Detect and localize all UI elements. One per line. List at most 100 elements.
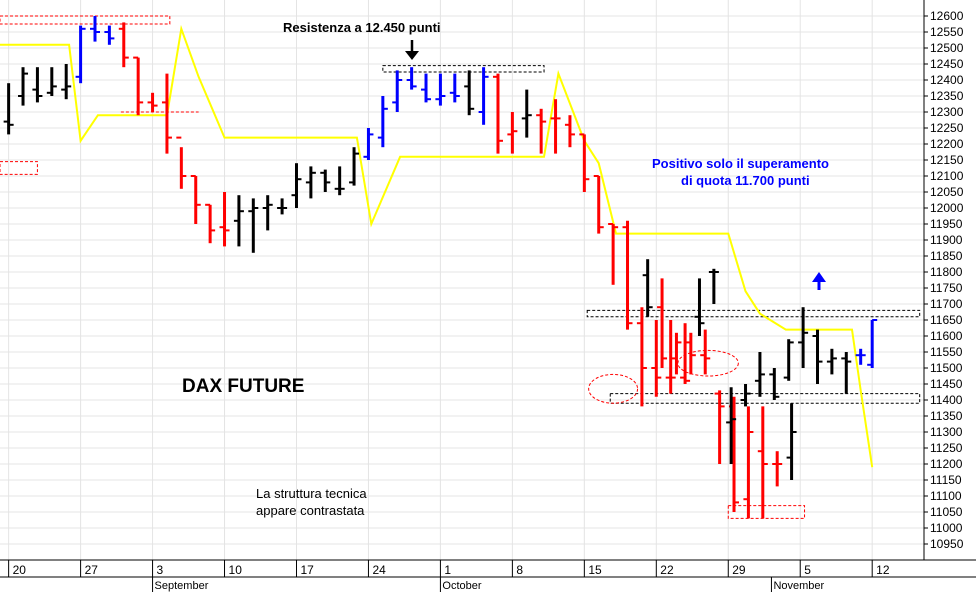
y-tick-label: 11100 — [930, 489, 962, 503]
zone-rect — [0, 15, 171, 25]
y-tick-label: 11450 — [930, 377, 963, 391]
positive-annotation-line2: di quota 11.700 punti — [681, 173, 810, 188]
ohlc-bar — [334, 166, 345, 196]
ohlc-bar — [685, 332, 696, 375]
ohlc-bar — [593, 175, 604, 234]
y-tick-label: 12200 — [930, 137, 964, 151]
y-tick-label: 12450 — [930, 57, 964, 71]
ohlc-bar — [75, 25, 86, 84]
y-tick-label: 11550 — [930, 345, 963, 359]
ohlc-bar — [507, 112, 518, 154]
y-axis-tick-labels: 10950 11000 11050 11100 11150 11200 11250 11300… — [930, 9, 964, 551]
ohlc-bar — [406, 67, 417, 90]
y-tick-label: 12550 — [930, 25, 964, 39]
ohlc-bar — [841, 352, 852, 394]
x-axis-tick-labels: 20 27 3 10 17 24 1 8 15 22 29 5 12 September October No… — [13, 563, 890, 592]
ohlc-bar — [46, 67, 57, 96]
y-tick-label: 11050 — [930, 505, 963, 519]
ohlc-bar — [492, 73, 503, 154]
zone-rect — [382, 65, 545, 73]
ohlc-bar — [579, 133, 590, 192]
y-tick-label: 11000 — [930, 521, 963, 535]
y-tick-label: 11850 — [930, 249, 963, 263]
ohlc-bars — [3, 16, 878, 519]
x-tick-label: 5 — [804, 563, 811, 577]
y-tick-label: 11600 — [930, 329, 963, 343]
y-tick-label: 11150 — [930, 473, 962, 487]
x-tick-label: 10 — [229, 563, 243, 577]
ohlc-bar — [61, 64, 72, 100]
y-tick-label: 12100 — [930, 169, 964, 183]
x-tick-label: 12 — [876, 563, 890, 577]
y-tick-label: 12400 — [930, 73, 964, 87]
y-tick-label: 11950 — [930, 217, 963, 231]
x-tick-label: 20 — [13, 563, 27, 577]
y-tick-label: 12600 — [930, 9, 964, 23]
resistance-annotation: Resistenza a 12.450 punti — [283, 20, 441, 35]
y-tick-label: 12500 — [930, 41, 964, 55]
up-arrow-icon — [812, 272, 826, 290]
ohlc-bar — [651, 320, 662, 397]
structure-annotation-line1: La struttura tecnica — [256, 486, 367, 501]
y-tick-label: 12250 — [930, 121, 964, 135]
ohlc-bar — [190, 175, 201, 224]
y-tick-label: 11650 — [930, 313, 963, 327]
ohlc-bar — [867, 319, 878, 368]
ohlc-bar — [564, 115, 575, 148]
ohlc-bar — [363, 128, 374, 160]
support-resistance-zones — [0, 15, 921, 519]
y-tick-label: 12350 — [930, 89, 964, 103]
stop-line-path — [0, 24, 874, 468]
ohlc-bar — [305, 166, 316, 199]
ohlc-bar — [786, 403, 797, 480]
x-tick-label: 17 — [300, 563, 314, 577]
chart-title: DAX FUTURE — [182, 376, 304, 397]
chart-grid — [0, 0, 924, 560]
y-tick-label: 11900 — [930, 233, 963, 247]
y-tick-label: 12000 — [930, 201, 964, 215]
ohlc-bar — [536, 108, 547, 154]
x-tick-label: 15 — [588, 563, 602, 577]
ohlc-bar — [291, 163, 302, 208]
y-tick-label: 11700 — [930, 297, 963, 311]
y-tick-label: 11250 — [930, 441, 963, 455]
y-tick-label: 11300 — [930, 425, 963, 439]
ohlc-bar — [262, 195, 273, 231]
ohlc-bar — [349, 147, 360, 186]
x-tick-label: 27 — [85, 563, 99, 577]
ohlc-bar — [421, 73, 432, 103]
ohlc-bar — [708, 268, 719, 304]
ohlc-bar — [754, 352, 765, 397]
y-tick-label: 11800 — [930, 265, 963, 279]
ohlc-bar — [205, 203, 216, 244]
y-tick-label: 11200 — [930, 457, 963, 471]
x-tick-label: 29 — [732, 563, 746, 577]
x-tick-label: 24 — [372, 563, 386, 577]
ohlc-bar — [449, 73, 460, 103]
structure-annotation-line2: appare contrastata — [256, 503, 365, 518]
ohlc-bar — [826, 348, 837, 375]
ohlc-bar — [714, 390, 725, 464]
ohlc-bar — [147, 92, 158, 112]
month-label: October — [442, 580, 481, 592]
stop-line — [0, 24, 874, 468]
ohlc-bar — [680, 323, 691, 384]
ohlc-bar — [104, 25, 115, 45]
ohlc-bar — [642, 259, 653, 317]
ohlc-bar — [377, 96, 388, 148]
ohlc-bar — [435, 73, 446, 106]
ohlc-bar — [783, 339, 794, 381]
ohlc-bar — [248, 198, 259, 253]
ohlc-bar — [671, 332, 682, 375]
y-tick-label: 12300 — [930, 105, 964, 119]
ohlc-bar — [478, 67, 489, 125]
ohlc-bar — [133, 56, 144, 116]
ohlc-bar — [657, 278, 668, 368]
x-tick-label: 3 — [157, 563, 164, 577]
ohlc-bar — [3, 83, 14, 135]
y-tick-label: 11400 — [930, 393, 963, 407]
ohlc-bar — [550, 99, 561, 154]
ohlc-bar — [798, 307, 809, 368]
